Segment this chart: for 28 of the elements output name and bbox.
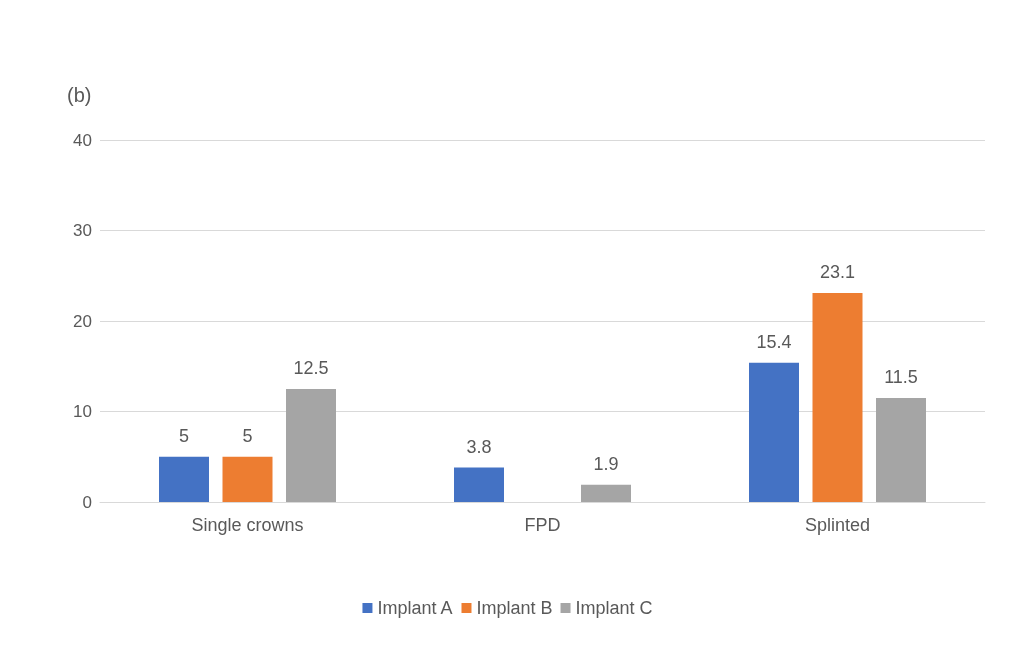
chart-title: (b) (67, 84, 92, 106)
data-label: 1.9 (593, 453, 619, 474)
bar (749, 362, 799, 502)
x-tick-label: Single crowns (191, 515, 304, 535)
y-tick-label: 30 (73, 221, 92, 240)
data-label: 5 (178, 425, 190, 446)
legend-label: Implant B (476, 598, 553, 618)
legend-label: Implant C (575, 598, 653, 618)
data-label: 12.5 (293, 357, 329, 378)
data-label: 5 (242, 425, 253, 446)
y-tick-label: 10 (73, 402, 92, 421)
data-label: 15.4 (756, 331, 792, 352)
y-tick-label: 40 (73, 130, 92, 150)
bar (876, 397, 926, 502)
x-tick-label: Splinted (804, 515, 871, 535)
data-label: 11.5 (884, 366, 918, 387)
data-label: 23.1 (819, 261, 856, 282)
data-label: 3.8 (466, 436, 492, 457)
y-tick-label: 0 (82, 492, 92, 512)
bar (454, 467, 504, 502)
bar (286, 388, 336, 502)
legend-label: Implant A (377, 598, 453, 618)
bar (159, 456, 209, 502)
x-tick-label: FPD (524, 515, 561, 535)
y-tick-label: 20 (73, 311, 92, 331)
bar (581, 484, 631, 502)
bar (222, 456, 273, 502)
bar (812, 292, 863, 502)
